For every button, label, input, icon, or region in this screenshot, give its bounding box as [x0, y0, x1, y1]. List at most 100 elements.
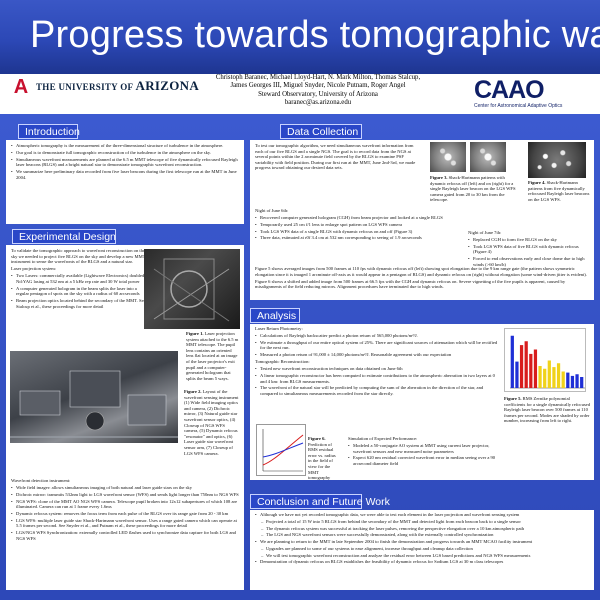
list-item: The LGS and NGS wavefront sensors were s…	[255, 532, 589, 538]
university-name-part1: THE UNIVERSITY	[36, 82, 118, 92]
wfs-instrument-photo	[10, 351, 178, 443]
authors-line-3: Steward Observatory, University of Arizo…	[258, 90, 378, 98]
experimental-heading: Experimental Design	[12, 229, 116, 244]
figure-2-label: Figure 2.	[184, 389, 202, 394]
telescope-illustration	[153, 258, 230, 322]
tomography-title: Tomographic Reconstruction:	[255, 359, 310, 365]
refocus-on-image	[470, 142, 506, 172]
list-item: Modeled a 50-conjugate AO system at MMT …	[348, 443, 500, 454]
zernike-bar	[533, 349, 538, 388]
experimental-panel: To validate the tomographic approach to …	[6, 245, 244, 590]
figure-5-label: Figure 5.	[504, 396, 522, 401]
list-item: A linear tomographic reconstructor has b…	[255, 373, 499, 384]
zernike-bar	[524, 341, 528, 388]
list-item: LGS/NGS WFS Synchronization: externally …	[11, 530, 239, 541]
data-collection-intro: To test our tomographic algorithm, we ne…	[255, 143, 416, 171]
figure-1-label: Figure 1.	[186, 331, 204, 336]
laser-projector-photo	[144, 249, 240, 329]
list-item: We estimate a throughput of our entire o…	[255, 340, 499, 351]
list-item: Forced to end observations early and clo…	[468, 256, 588, 267]
analysis-panel: Laser Return Photometry: Calculations of…	[250, 324, 594, 480]
list-item: Tested new wavefront reconstruction tech…	[255, 366, 499, 372]
zernike-bar	[566, 372, 570, 388]
author-block: Christoph Baranec, Michael Lloyd-Hart, N…	[188, 74, 448, 108]
caao-subtitle: Center for Astronomical Adaptive Optics	[474, 103, 563, 109]
university-a-icon: A	[13, 76, 29, 98]
photometry-title: Laser Return Photometry:	[255, 326, 303, 331]
figure-2-text: Layout of the wavefront sensing instrume…	[184, 389, 239, 456]
list-item: The dynamic refocus system was successfu…	[255, 526, 589, 532]
night-2-title: Night of June 7th:	[468, 230, 502, 235]
list-item: Although we have not yet recorded tomogr…	[255, 512, 589, 518]
list-item: LGS WFS: multiple laser guide star Shack…	[11, 518, 239, 529]
list-item: We summarize here preliminary data recor…	[11, 169, 239, 180]
zernike-bar	[519, 345, 524, 388]
list-item: Replaced CGH to form five RLGS on the sk…	[468, 237, 588, 243]
figure-5-caption: Figure 5. RMS Zernike polynomial coeffic…	[504, 396, 590, 424]
figure-4-label: Figure 4.	[528, 180, 546, 185]
list-item: The wavefront of the natural star will b…	[255, 385, 499, 396]
figure-6-caption: Figure 6. Prediction of RMS residual err…	[308, 436, 338, 480]
laser-projection-title: Laser projection system:	[11, 266, 57, 272]
data-collection-panel: To test our tomographic algorithm, we ne…	[250, 140, 594, 300]
zernike-bar	[556, 363, 561, 388]
data-collection-paragraph-2: Figure 6 shows a shifted and added image…	[255, 278, 566, 290]
list-item: Temporarily used 25 cm f/1 lens to enlar…	[255, 222, 465, 228]
zernike-bar	[529, 353, 533, 388]
list-item: We are planning to return to the MMT in …	[255, 539, 589, 545]
authors-line-2: James Georges III, Miguel Snyder, Nicole…	[230, 82, 406, 90]
conclusion-panel: Although we have not yet recorded tomogr…	[250, 510, 594, 590]
five-beacon-image	[528, 142, 586, 178]
analysis-heading: Analysis	[250, 308, 300, 323]
list-item: Dynamic refocus system: removes the focu…	[11, 511, 239, 517]
zernike-bar	[575, 374, 579, 388]
refocus-off-image	[430, 142, 466, 172]
data-collection-paragraph-1: Figure 5 shows averaged images from 500 …	[255, 266, 587, 277]
night-1-title: Night of June 6th:	[255, 208, 289, 213]
figure-6-text: Prediction of RMS residual error vs. rad…	[308, 441, 336, 480]
instrument-illustration	[10, 370, 178, 438]
figure-3-caption: Figure 3. Shack-Hartmann patterns with d…	[430, 175, 520, 203]
list-item: Two Lasers: commercially available (Ligh…	[11, 273, 149, 284]
title-banner: Progress towards tomographic wav	[0, 0, 600, 74]
list-item: Projected a total of 15 W into 5 RLGS fr…	[255, 519, 589, 525]
university-logo: A THE UNIVERSITY OF ARIZONA	[10, 76, 200, 102]
simulation-title: Simulation of Expected Performance:	[348, 436, 418, 441]
rms-error-illustration	[262, 429, 304, 472]
conclusion-list: Although we have not yet recorded tomogr…	[255, 512, 589, 565]
zernike-bar	[515, 361, 519, 388]
zernike-bar	[547, 360, 551, 388]
conclusion-heading: Conclusion and Future Work	[250, 494, 390, 509]
figure-1-caption: Figure 1. Laser projection system attach…	[186, 331, 240, 381]
zernike-bar	[570, 375, 575, 388]
figure-4-caption: Figure 4. Shack-Hartmann patterns from f…	[528, 180, 590, 202]
zernike-bar	[538, 366, 542, 388]
experimental-intro: To validate the tomographic approach to …	[11, 248, 146, 265]
list-item: A computer generated hologram in the bea…	[11, 286, 149, 297]
zernike-chart	[504, 328, 586, 392]
authors-email: baranec@as.arizona.edu	[284, 99, 352, 107]
zernike-bar	[561, 371, 565, 388]
figure-3-text: Shack-Hartmann patterns with dynamic ref…	[430, 175, 516, 203]
list-item: Simultaneous wavefront measurements are …	[11, 157, 239, 168]
figure-2-caption: Figure 2. Layout of the wavefront sensin…	[184, 389, 240, 456]
list-item: Dichroic mirror: transmits 532nm light t…	[11, 492, 239, 498]
list-item: Our goal is to demonstrate full tomograp…	[11, 150, 239, 156]
figure-4-text: Shack-Hartmann patterns from five dynami…	[528, 180, 590, 202]
list-item: Upgrades are planned to some of our syst…	[255, 546, 589, 552]
list-item: Atmospheric tomography is the measuremen…	[11, 143, 239, 149]
poster-title: Progress towards tomographic wav	[30, 14, 600, 56]
zernike-bar-chart	[510, 335, 585, 389]
introduction-heading: Introduction	[18, 124, 80, 139]
list-item: Took LGS WFS data of five RLGS with dyna…	[468, 244, 588, 255]
list-item: Expect 620 nm residual corrected wavefro…	[348, 455, 500, 466]
list-item: We will test tomographic wavefront recon…	[255, 553, 589, 559]
figure-3-label: Figure 3.	[430, 175, 448, 180]
figure-6-label: Figure 6.	[308, 436, 326, 441]
introduction-list: Atmospheric tomography is the measuremen…	[11, 143, 239, 180]
list-item: NGS WFS: clone of the MMT AO NGS WFS cam…	[11, 499, 239, 510]
zernike-bar	[510, 335, 514, 388]
list-item: Calculations of Rayleigh backscatter pre…	[255, 333, 499, 339]
authors-line-1: Christoph Baranec, Michael Lloyd-Hart, N…	[215, 74, 421, 81]
zernike-bar	[580, 377, 584, 388]
